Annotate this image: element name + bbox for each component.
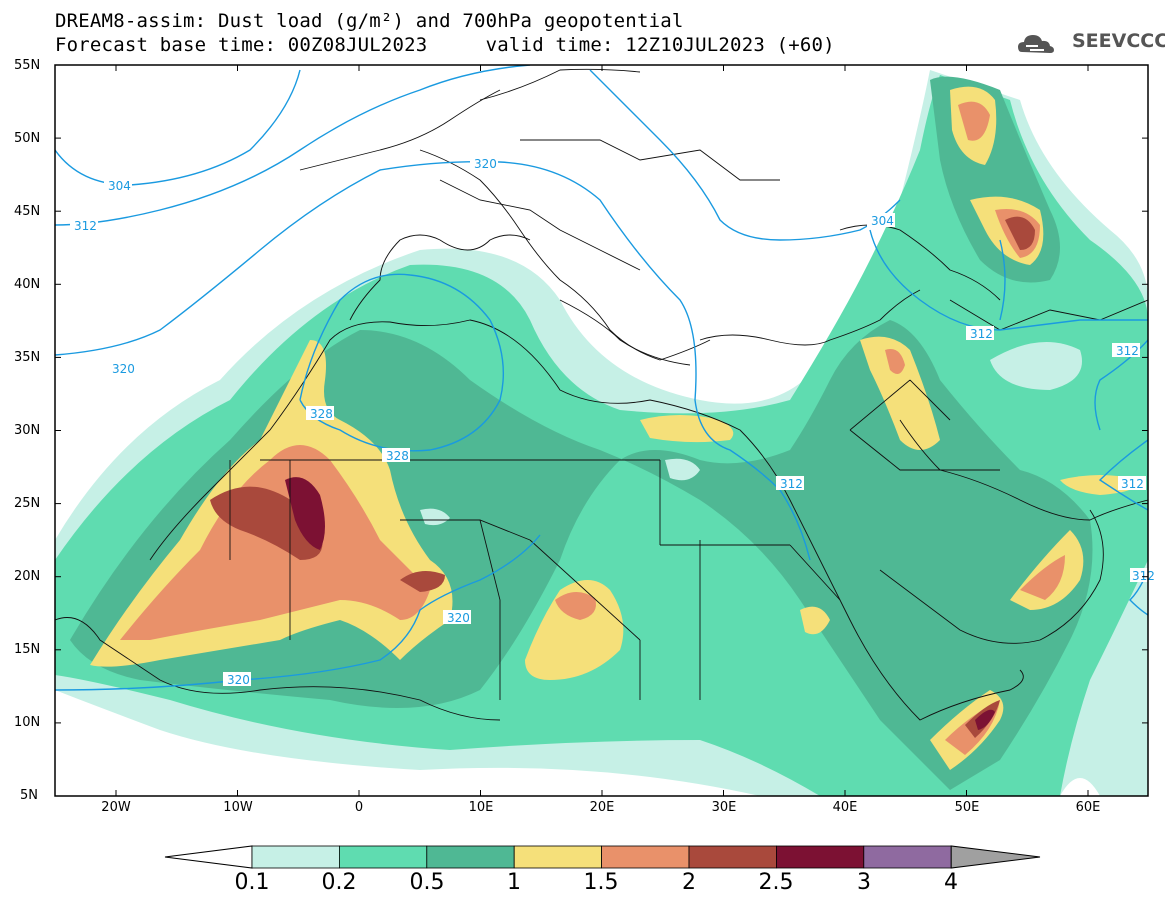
colorbar-label: 1 (507, 870, 521, 895)
colorbar-label: 2 (682, 870, 696, 895)
lon-label: 50E (954, 800, 980, 815)
svg-text:312: 312 (1121, 477, 1144, 491)
contour-label: 304 (104, 178, 132, 193)
colorbar-label: 4 (944, 870, 958, 895)
lon-label: 20W (101, 800, 131, 815)
lon-label: 0 (354, 800, 364, 815)
contour-label: 328 (306, 406, 334, 421)
lat-label: 15N (14, 642, 41, 657)
cloud-logo-icon (1018, 35, 1054, 53)
lat-label: 25N (14, 496, 41, 511)
contour-label: 312 (1112, 343, 1140, 358)
colorbar-segment (688, 845, 777, 869)
colorbar-segment (513, 845, 603, 869)
colorbar (164, 845, 1041, 869)
lon-label: 10E (468, 800, 494, 815)
coastlines (55, 68, 1148, 721)
lat-label: 10N (14, 715, 41, 730)
geopotential-contours (55, 65, 1148, 691)
colorbar-segment (338, 845, 428, 869)
colorbar-segment (251, 845, 340, 869)
colorbar-segment (863, 845, 952, 869)
lat-label: 55N (14, 58, 41, 73)
svg-text:312: 312 (1116, 344, 1139, 358)
contour-labels: 304 312 320 320 320 328 328 320 320 312 … (0, 0, 1155, 687)
lon-label: 20E (589, 800, 615, 815)
lat-label: 5N (20, 788, 38, 803)
svg-text:328: 328 (386, 449, 409, 463)
lat-label: 20N (14, 569, 41, 584)
contour-label: 320 (223, 672, 251, 687)
svg-text:320: 320 (227, 673, 250, 687)
contour-label: 320 (443, 610, 471, 625)
colorbar-label: 2.5 (758, 870, 794, 895)
svg-text:312: 312 (1132, 569, 1155, 583)
svg-text:304: 304 (871, 214, 894, 228)
colorbar-segment (426, 845, 515, 869)
svg-text:312: 312 (780, 477, 803, 491)
lon-label: 10W (223, 800, 253, 815)
svg-text:304: 304 (108, 179, 131, 193)
contour-label: 312 (1118, 476, 1146, 491)
colorbar-segment (776, 845, 865, 869)
colorbar-over-triangle (950, 845, 1041, 869)
contour-label: 320 (108, 361, 136, 376)
svg-text:328: 328 (310, 407, 333, 421)
colorbar-under-triangle (164, 845, 253, 869)
map-title: DREAM8-assim: Dust load (g/m²) and 700hP… (55, 10, 684, 32)
colorbar-segment (601, 845, 690, 869)
contour-label: 320 (0, 0, 23, 3)
svg-text:320: 320 (112, 362, 135, 376)
contour-label: 312 (966, 326, 994, 341)
colorbar-label: 3 (857, 870, 871, 895)
lat-label: 35N (14, 350, 41, 365)
contour-label: 312 (776, 476, 804, 491)
logo-text: SEEVCCC (1072, 30, 1165, 52)
lat-label: 50N (14, 131, 41, 146)
contour-label: 304 (867, 213, 895, 228)
dust-field (55, 70, 1148, 796)
lon-label: 30E (711, 800, 737, 815)
lat-label: 40N (14, 277, 41, 292)
colorbar-label: 1.5 (583, 870, 619, 895)
colorbar-label: 0.2 (321, 870, 357, 895)
lat-label: 30N (14, 423, 41, 438)
svg-text:320: 320 (474, 157, 497, 171)
contour-label: 328 (382, 448, 410, 463)
colorbar-label: 0.5 (409, 870, 445, 895)
svg-text:320: 320 (447, 611, 470, 625)
contour-label: 312 (70, 218, 98, 233)
map-subtitle: Forecast base time: 00Z08JUL2023 valid t… (55, 34, 835, 56)
contour-label: 320 (470, 156, 498, 171)
lon-label: 60E (1075, 800, 1101, 815)
colorbar-label: 0.1 (234, 870, 270, 895)
svg-text:312: 312 (970, 327, 993, 341)
svg-text:312: 312 (74, 219, 97, 233)
lat-label: 45N (14, 204, 41, 219)
contour-label: 312 (1130, 568, 1155, 583)
axis-ticks (55, 64, 1148, 797)
lon-label: 40E (832, 800, 858, 815)
